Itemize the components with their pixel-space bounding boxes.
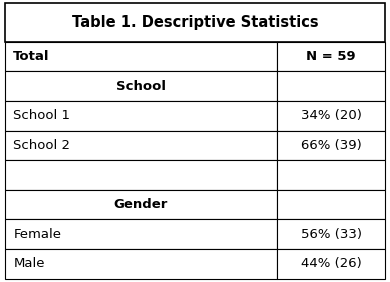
Text: 66% (39): 66% (39) bbox=[301, 139, 362, 152]
Bar bbox=[277, 249, 385, 279]
Text: 44% (26): 44% (26) bbox=[301, 257, 362, 270]
Bar bbox=[5, 101, 277, 131]
Bar bbox=[5, 42, 277, 71]
Bar bbox=[5, 160, 277, 190]
Bar bbox=[5, 131, 277, 160]
Bar bbox=[277, 71, 385, 101]
Text: Table 1. Descriptive Statistics: Table 1. Descriptive Statistics bbox=[72, 15, 318, 30]
Text: Male: Male bbox=[13, 257, 45, 270]
Text: School 2: School 2 bbox=[13, 139, 70, 152]
Bar bbox=[277, 42, 385, 71]
Bar bbox=[5, 249, 277, 279]
Bar bbox=[5, 71, 277, 101]
Text: Female: Female bbox=[13, 228, 61, 241]
Bar bbox=[277, 101, 385, 131]
Text: Gender: Gender bbox=[113, 198, 168, 211]
Bar bbox=[277, 219, 385, 249]
Bar bbox=[5, 190, 277, 219]
Text: N = 59: N = 59 bbox=[306, 50, 356, 63]
Bar bbox=[5, 219, 277, 249]
Bar bbox=[277, 131, 385, 160]
Text: Total: Total bbox=[13, 50, 50, 63]
Bar bbox=[277, 160, 385, 190]
Text: School: School bbox=[116, 80, 166, 93]
Bar bbox=[277, 190, 385, 219]
Bar bbox=[5, 3, 385, 42]
Text: 56% (33): 56% (33) bbox=[301, 228, 362, 241]
Text: 34% (20): 34% (20) bbox=[301, 109, 362, 122]
Text: School 1: School 1 bbox=[13, 109, 70, 122]
